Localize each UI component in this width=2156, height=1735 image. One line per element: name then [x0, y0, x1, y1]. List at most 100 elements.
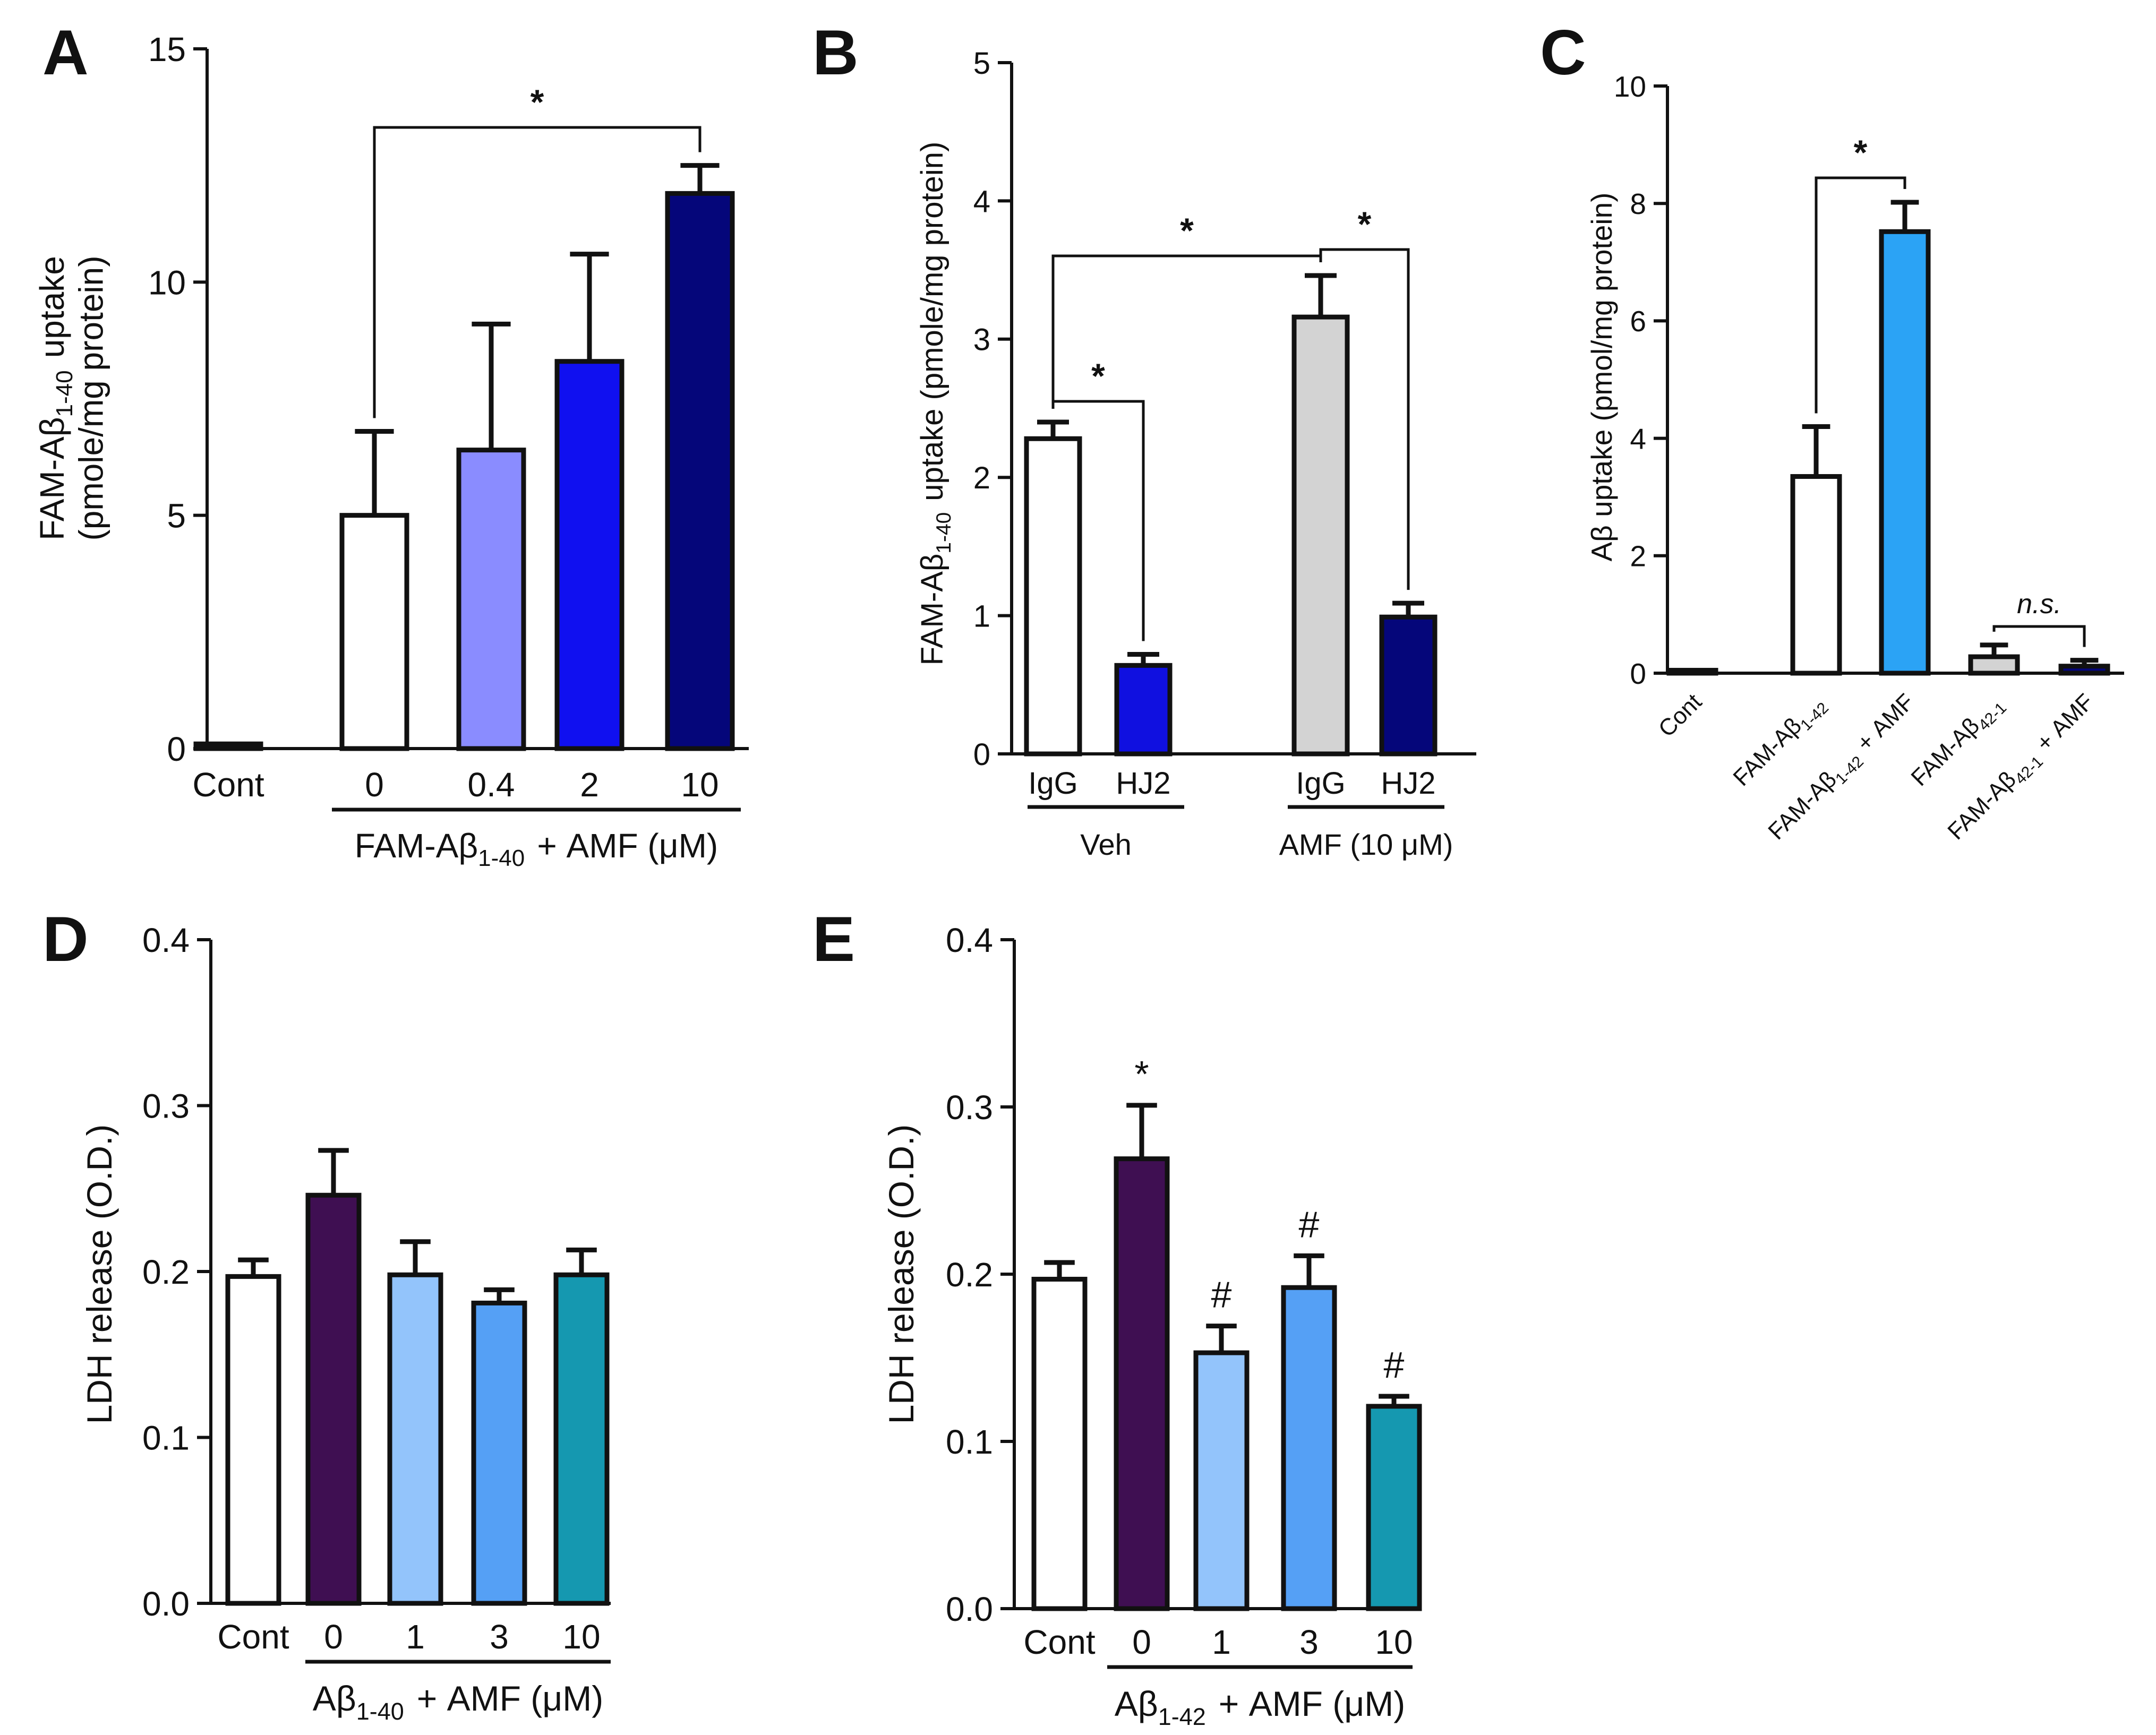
- x-axis-title: FAM-Aβ1-40 + AMF (μM): [355, 827, 718, 871]
- significance-bracket: [1815, 176, 1906, 414]
- y-tick-label: 2: [973, 461, 990, 495]
- bar-a-1: [339, 513, 409, 751]
- x-tick-label: HJ2: [1116, 766, 1170, 801]
- panel-a: A 0 5 10 15 FAM-Aβ1-40 uptake (pmole/mg protei…: [33, 17, 749, 871]
- significance-label: *: [1091, 356, 1105, 396]
- x-tick-label: FAM-Aβ1-42 + AMF: [1763, 689, 1922, 847]
- bar-e-3: [1281, 1285, 1337, 1611]
- bar-a-3: [554, 359, 624, 751]
- x-axis-title: Aβ1-42 + AMF (μM): [1115, 1684, 1405, 1730]
- x-tick-label: 2: [580, 766, 599, 804]
- x-tick-label: 0.4: [468, 766, 515, 804]
- bar-annotation: #: [1384, 1344, 1405, 1386]
- significance-bracket: [1051, 254, 1322, 407]
- y-tick-label: 0: [973, 737, 990, 772]
- bar-b-2: [1291, 314, 1350, 757]
- x-tick-label: 3: [1299, 1623, 1319, 1661]
- x-tick-label: Cont: [192, 766, 264, 804]
- y-axis-title: FAM-Aβ1-40 uptake: [33, 256, 78, 540]
- bar-d-4: [553, 1272, 610, 1606]
- y-tick-label: 0.2: [142, 1253, 190, 1291]
- significance-label: n.s.: [2017, 589, 2061, 620]
- bar-e-0: [1031, 1276, 1088, 1611]
- y-tick-label: 4: [1630, 422, 1646, 455]
- panel-label-e: E: [812, 904, 855, 975]
- group-label: Veh: [1080, 828, 1132, 861]
- bar-c-1: [1790, 474, 1842, 676]
- y-tick-label: 0.2: [946, 1256, 993, 1294]
- panel-label-b: B: [812, 17, 859, 88]
- x-tick-label: Cont: [1023, 1623, 1095, 1661]
- y-tick-label: 0.4: [946, 921, 993, 959]
- bar-e-4: [1366, 1404, 1422, 1611]
- y-tick-label: 0.0: [946, 1590, 993, 1628]
- y-axis-title: (pmole/mg protein): [72, 255, 110, 540]
- y-tick-label: 8: [1630, 187, 1646, 220]
- y-tick-label: 0.1: [946, 1423, 993, 1461]
- bar-b-3: [1379, 614, 1438, 757]
- significance-label: *: [1180, 211, 1194, 250]
- x-tick-label: 10: [562, 1618, 600, 1656]
- y-tick-label: 0.3: [142, 1087, 190, 1126]
- y-tick-label: 10: [148, 263, 186, 302]
- bar-annotation: *: [1134, 1053, 1149, 1095]
- panel-b: B 0 1 2 3 4 5 FAM-Aβ1-40 uptake (pmole/mg prote…: [812, 17, 1476, 861]
- bar-b-0: [1024, 436, 1082, 757]
- bar-d-0: [225, 1274, 281, 1606]
- group-label: AMF (10 μM): [1279, 828, 1453, 861]
- y-tick-label: 15: [148, 30, 186, 68]
- x-tick-label: 3: [490, 1618, 509, 1656]
- bar-annotation: #: [1299, 1204, 1320, 1245]
- x-tick-label: 10: [681, 766, 718, 804]
- y-tick-label: 2: [1630, 540, 1646, 573]
- bar-a-4: [665, 191, 735, 751]
- y-tick-label: 6: [1630, 305, 1646, 338]
- bar-d-2: [387, 1272, 443, 1606]
- x-tick-label: Cont: [1654, 689, 1707, 742]
- panel-c: C 0 2 4 6 8 10 Aβ uptake (pmol/mg protein) Cont F…: [1540, 17, 2124, 847]
- x-tick-label: 0: [1132, 1623, 1151, 1661]
- bar-d-3: [471, 1300, 527, 1606]
- bar-e-2: [1193, 1350, 1250, 1611]
- panel-label-a: A: [42, 17, 89, 88]
- y-tick-label: 0: [1630, 657, 1646, 690]
- y-tick-label: 0: [167, 730, 186, 768]
- significance-bracket: [373, 126, 701, 418]
- bar-e-1: [1114, 1156, 1170, 1611]
- bar-c-4: [2058, 664, 2110, 676]
- x-tick-label: IgG: [1296, 766, 1346, 801]
- bar-a-2: [456, 448, 526, 751]
- x-tick-label: 10: [1375, 1623, 1413, 1661]
- y-tick-label: 0.0: [142, 1585, 190, 1623]
- x-axis-title: Aβ1-40 + AMF (μM): [313, 1679, 603, 1725]
- y-tick-label: 0.3: [946, 1088, 993, 1127]
- significance-label: *: [1854, 133, 1868, 172]
- y-tick-label: 5: [167, 497, 186, 535]
- y-tick-label: 0.1: [142, 1419, 190, 1457]
- y-tick-label: 4: [973, 184, 990, 219]
- significance-label: *: [1358, 204, 1372, 244]
- x-tick-label: Cont: [217, 1618, 289, 1656]
- bar-c-0: [1666, 667, 1718, 676]
- bar-c-2: [1879, 229, 1931, 676]
- x-tick-label: IgG: [1028, 766, 1078, 801]
- significance-bracket: [1992, 625, 2086, 647]
- x-tick-label: 1: [1212, 1623, 1231, 1661]
- bar-b-1: [1114, 663, 1173, 757]
- panel-e: E 0.0 0.1 0.2 0.3 0.4 LDH release (O.D.) Cont 0 1…: [812, 904, 1422, 1730]
- bar-c-3: [1968, 654, 2020, 676]
- panel-d: D 0.0 0.1 0.2 0.3 0.4 LDH release (O.D.) Cont 0 1…: [42, 904, 611, 1725]
- x-tick-label: 0: [365, 766, 384, 804]
- x-tick-label: 1: [406, 1618, 425, 1656]
- y-tick-label: 1: [973, 599, 990, 633]
- x-tick-label: 0: [324, 1618, 343, 1656]
- x-tick-label: FAM-Aβ42-1 + AMF: [1943, 689, 2101, 847]
- y-axis-title: FAM-Aβ1-40 uptake (pmole/mg protein): [915, 142, 955, 666]
- significance-label: *: [531, 82, 544, 122]
- y-axis-title: Aβ uptake (pmol/mg protein): [1585, 193, 1618, 562]
- bar-a-0: [193, 741, 263, 751]
- y-tick-label: 3: [973, 323, 990, 357]
- y-tick-label: 5: [973, 46, 990, 81]
- y-tick-label: 10: [1614, 70, 1646, 103]
